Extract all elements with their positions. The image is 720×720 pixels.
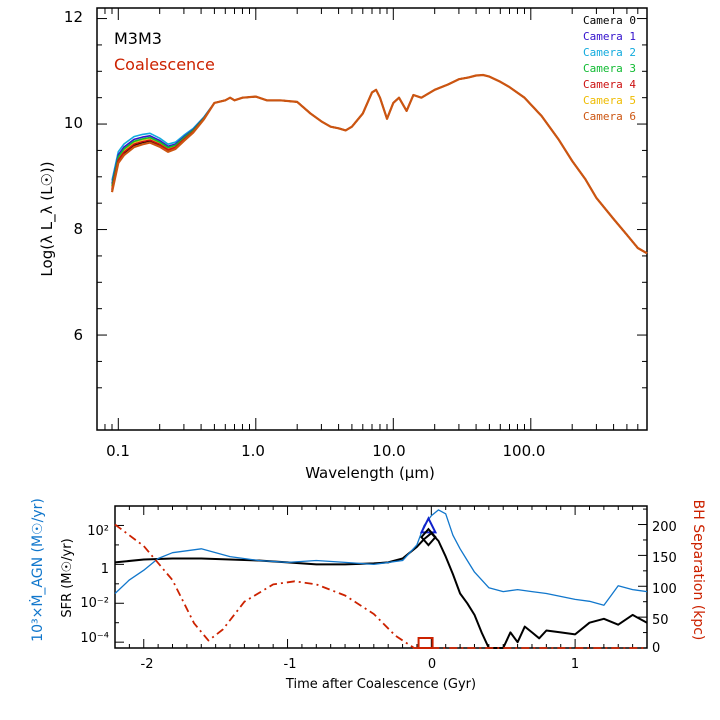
evo-series-0: [114, 532, 648, 649]
sed-tick-labels: 12 10 8 6 0.1 1.0 10.0 100.0: [64, 8, 546, 460]
evolution-lines: [114, 509, 648, 649]
sed-line-camera-5: [111, 74, 648, 254]
sed-line-camera-0: [111, 74, 648, 254]
sed-xtick-label-1.0: 1.0: [241, 442, 265, 460]
legend-camera-4: Camera 4: [583, 78, 636, 91]
evo-series-1: [114, 509, 648, 606]
evo-xtick-label-m1: -1: [284, 657, 297, 672]
marker-diamond: [420, 527, 437, 547]
evolution-ticks: [114, 506, 648, 649]
legend-camera-0: Camera 0: [583, 14, 636, 27]
evo-ytick-label-1e-4: 10⁻⁴: [80, 631, 109, 646]
sed-ytick-label-8: 8: [73, 220, 83, 238]
legend-camera-3: Camera 3: [583, 62, 636, 75]
marker-triangle: [419, 516, 438, 534]
evo-y-axis-outer-title: 10³×Ṁ_AGN (M☉/yr): [28, 498, 46, 642]
legend-camera-2: Camera 2: [583, 46, 636, 59]
evo-ytick-label-1e-2: 10⁻²: [80, 596, 109, 611]
evo-xtick-label-1: 1: [571, 657, 579, 672]
evo-xtick-label-m2: -2: [141, 657, 154, 672]
sed-line-camera-6: [110, 73, 648, 255]
legend-camera-1: Camera 1: [583, 30, 636, 43]
evo-ytick-label-1: 1: [101, 562, 109, 577]
sed-ticks: [96, 8, 648, 430]
evo-rtick-label-0: 0: [652, 641, 660, 656]
evo-ytick-label-1e2: 10²: [87, 524, 109, 539]
sed-ytick-label-12: 12: [64, 8, 83, 26]
evolution-markers: [417, 516, 438, 649]
sed-x-axis-title: Wavelength (μm): [305, 464, 435, 482]
sed-line-camera-1: [111, 74, 648, 254]
sed-camera-lines: [110, 73, 648, 255]
sed-ytick-label-10: 10: [64, 114, 83, 132]
sed-xtick-label-100.0: 100.0: [503, 442, 546, 460]
sed-xtick-label-0.1: 0.1: [106, 442, 130, 460]
evo-y-axis-inner-title: SFR (M☉/yr): [60, 538, 75, 617]
evolution-panel: 10² 1 10⁻² 10⁻⁴ 200 150 100 50 0 -2 -1 0…: [28, 498, 706, 692]
simulation-label: M3M3: [114, 29, 162, 48]
legend-camera-6: Camera 6: [583, 110, 636, 123]
sed-ytick-label-6: 6: [73, 326, 83, 344]
evo-rtick-label-150: 150: [652, 551, 677, 566]
stage-label: Coalescence: [114, 55, 215, 74]
marker-square: [417, 637, 434, 649]
sed-line-camera-3: [111, 74, 648, 254]
sed-panel: 12 10 8 6 0.1 1.0 10.0 100.0 Wavelength …: [38, 7, 648, 482]
sed-xtick-label-10.0: 10.0: [372, 442, 405, 460]
evo-xtick-label-0: 0: [428, 657, 436, 672]
evolution-plot-frame: [114, 505, 648, 649]
evo-rtick-label-50: 50: [652, 613, 669, 628]
sed-y-axis-title: Log(λ L_λ (L☉)): [38, 161, 57, 276]
evo-rtick-label-200: 200: [652, 520, 677, 535]
legend-camera-5: Camera 5: [583, 94, 636, 107]
evo-x-axis-title: Time after Coalescence (Gyr): [285, 677, 476, 692]
sed-line-camera-4: [111, 74, 648, 254]
evo-rtick-label-100: 100: [652, 582, 677, 597]
evo-y-axis-right-title: BH Separation (kpc): [690, 500, 706, 641]
evolution-tick-labels: 10² 1 10⁻² 10⁻⁴ 200 150 100 50 0 -2 -1 0…: [80, 520, 676, 672]
evo-series-2: [114, 523, 432, 649]
sed-line-camera-2: [111, 74, 648, 254]
camera-legend: Camera 0 Camera 1 Camera 2 Camera 3 Came…: [583, 14, 636, 123]
